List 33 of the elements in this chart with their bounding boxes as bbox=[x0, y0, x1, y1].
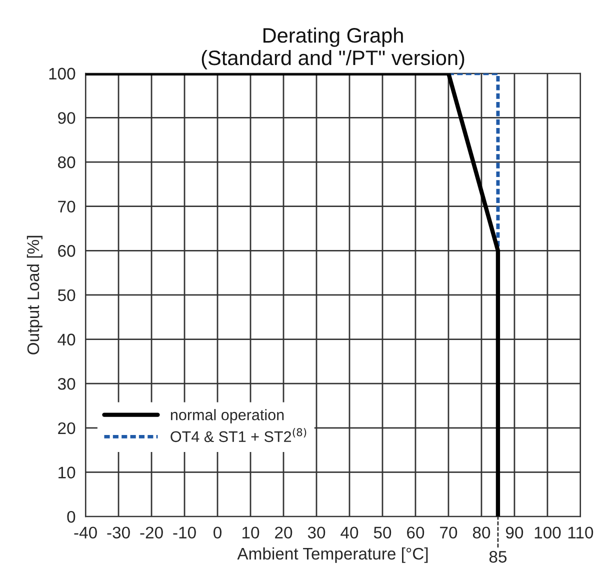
x-axis-title: Ambient Temperature [°C] bbox=[237, 547, 428, 563]
y-tick-label: 20 bbox=[58, 422, 76, 434]
annotation: 85 bbox=[489, 550, 507, 563]
x-tick-label: 70 bbox=[440, 526, 458, 539]
x-tick-label: -20 bbox=[140, 526, 163, 539]
legend-label: OT4 & ST1 + ST2$^{(8)}$ bbox=[170, 428, 306, 442]
x-tick-label: -30 bbox=[107, 526, 130, 539]
x-tick-label: 40 bbox=[340, 526, 358, 539]
x-tick-label: 0 bbox=[214, 526, 222, 539]
y-tick-label: 100 bbox=[49, 68, 76, 80]
y-tick-label: 70 bbox=[58, 200, 76, 213]
x-tick-label: -10 bbox=[173, 526, 196, 539]
y-tick-label: 90 bbox=[58, 112, 76, 124]
y-tick-label: 50 bbox=[58, 289, 76, 302]
y-tick-label: 0 bbox=[67, 510, 76, 523]
x-tick-label: 100 bbox=[534, 526, 561, 539]
y-tick-label: 10 bbox=[58, 466, 76, 478]
y-tick-label: 40 bbox=[58, 334, 76, 346]
legend-label: normal operation bbox=[170, 409, 284, 424]
x-tick-label: 90 bbox=[506, 526, 524, 539]
x-tick-label: 110 bbox=[568, 526, 594, 539]
x-tick-label: 80 bbox=[472, 526, 490, 539]
x-tick-label: 20 bbox=[275, 526, 292, 539]
y-axis-title: Output Load [%] bbox=[26, 236, 42, 354]
y-tick-label: 30 bbox=[58, 378, 76, 390]
y-tick-label: 60 bbox=[58, 245, 76, 257]
chart-title: Derating Graph (Standard and "/PT" version) bbox=[202, 28, 464, 70]
x-tick-label: 60 bbox=[407, 526, 424, 539]
x-tick-label: 30 bbox=[308, 526, 326, 539]
x-tick-label: 10 bbox=[242, 526, 260, 539]
x-tick-label: 50 bbox=[374, 526, 392, 539]
x-tick-label: -40 bbox=[74, 526, 97, 539]
y-tick-label: 80 bbox=[58, 156, 76, 168]
